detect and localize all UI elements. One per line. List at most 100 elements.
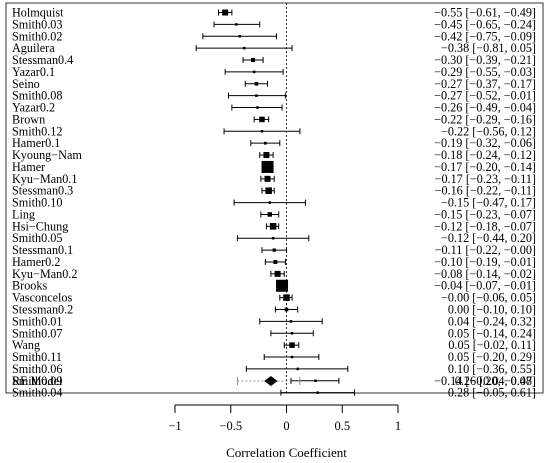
estimate-ci-text: 0.26 [0.04, 0.47] [455, 374, 536, 388]
effect-square [314, 379, 317, 383]
estimate-ci-text: −0.04 [−0.07, −0.01] [434, 279, 536, 293]
estimate-ci-text: −0.29 [−0.55, −0.03] [434, 65, 536, 79]
study-label: Hamer [12, 160, 45, 174]
effect-square [251, 58, 256, 63]
effect-square [283, 294, 290, 301]
study-label: Smith0.06 [12, 362, 62, 376]
summary-row: RE Model −0.14 [−0.20, −0.08] [12, 374, 536, 388]
effect-square [264, 175, 271, 182]
estimate-ci-text: −0.08 [−0.14, −0.02] [434, 267, 536, 281]
study-label: Smith0.04 [12, 386, 62, 400]
effect-square [267, 212, 273, 217]
study-label: Smith0.12 [12, 124, 62, 138]
estimate-ci-text: −0.12 [−0.18, −0.07] [434, 219, 536, 233]
study-label: Kyu−Man0.2 [12, 267, 77, 281]
effect-square [265, 187, 272, 194]
x-axis: −1 −0.5 0 0.5 1 Correlation Coefficient [168, 404, 401, 460]
estimate-ci-text: −0.26 [−0.49, −0.04] [434, 101, 536, 115]
study-label: Kyoung−Nam [12, 148, 82, 162]
study-label: Seino [12, 77, 40, 91]
estimate-ci-text: −0.17 [−0.20, −0.14] [434, 160, 536, 174]
study-label: Smith0.01 [12, 314, 62, 328]
study-label: Brown [12, 112, 45, 126]
study-label: Smith0.11 [12, 350, 62, 364]
effect-square [256, 106, 259, 109]
estimate-ci-text: 0.05 [−0.14, 0.24] [448, 326, 536, 340]
study-label: Smith0.05 [12, 231, 62, 245]
effect-square [238, 35, 241, 38]
study-label: Yazar0.1 [12, 65, 55, 79]
effect-square [289, 342, 295, 348]
effect-square [235, 23, 238, 26]
effect-square [290, 332, 294, 335]
effect-square [289, 320, 293, 323]
effect-square [260, 130, 264, 133]
study-label: Smith0.08 [12, 89, 62, 103]
study-label: Hsi−Chung [12, 219, 68, 233]
effect-square [268, 201, 272, 204]
effect-square [252, 70, 256, 74]
study-label: Yazar0.2 [12, 101, 55, 115]
effect-square [290, 355, 294, 359]
estimate-ci-text: −0.22 [−0.29, −0.16] [434, 112, 536, 126]
estimate-ci-text: −0.38 [−0.81, 0.05] [441, 41, 536, 55]
study-label: Smith0.07 [12, 326, 62, 340]
study-label: Smith0.02 [12, 29, 62, 43]
effect-square [254, 81, 259, 86]
effect-square [284, 307, 289, 312]
summary-label: RE Model [12, 374, 63, 388]
effect-square [222, 9, 229, 16]
estimate-ci-text: −0.15 [−0.23, −0.07] [434, 207, 536, 221]
estimate-ci-text: −0.42 [−0.75, −0.09] [434, 29, 536, 43]
study-label: Smith0.10 [12, 196, 62, 210]
effect-square [255, 94, 258, 97]
study-label: Holmquist [12, 6, 64, 20]
plot-frame [5, 2, 544, 394]
estimate-ci-text: 0.10 [−0.36, 0.55] [448, 362, 536, 376]
estimate-ci-text: −0.10 [−0.19, −0.01] [434, 255, 536, 269]
estimate-ci-text: 0.05 [−0.20, 0.29] [448, 350, 536, 364]
effect-square [259, 116, 265, 123]
estimate-ci-text: −0.19 [−0.32, −0.06] [434, 136, 536, 150]
effect-square [274, 270, 281, 277]
estimate-ci-text: −0.18 [−0.24, −0.12] [434, 148, 536, 162]
estimate-ci-text: 0.28 [−0.05, 0.61] [448, 386, 536, 400]
estimate-ci-text: 0.05 [−0.02, 0.11] [448, 338, 536, 352]
summary-estimate-text: −0.14 [−0.20, −0.08] [434, 374, 536, 388]
effect-square [316, 391, 319, 394]
study-label: Hamer0.1 [12, 136, 60, 150]
x-tick-label: 0 [283, 419, 289, 433]
study-label: Wang [12, 338, 40, 352]
effect-square [263, 152, 270, 159]
effect-square [269, 223, 277, 230]
effect-square [276, 279, 289, 292]
study-label: Ling [12, 207, 35, 221]
study-label: Stessman0.2 [12, 303, 73, 317]
estimate-ci-text: −0.00 [−0.06, 0.05] [441, 291, 536, 305]
study-label: Smith0.03 [12, 17, 62, 31]
x-tick-label: −0.5 [219, 419, 242, 433]
study-label: Kyu−Man0.1 [12, 172, 77, 186]
estimate-ci-text: −0.17 [−0.23, −0.11] [435, 172, 536, 186]
study-label: Hamer0.2 [12, 255, 60, 269]
x-axis-title: Correlation Coefficient [226, 445, 347, 460]
study-rows: Holmquist −0.55 [−0.61, −0.49] Smith0.03 −0… [12, 6, 536, 400]
study-label: Vasconcelos [12, 291, 72, 305]
study-label: Stessman0.4 [12, 53, 73, 67]
effect-square [263, 141, 267, 145]
x-tick-label: −1 [168, 419, 181, 433]
estimate-ci-text: −0.27 [−0.52, −0.01] [434, 89, 536, 103]
effect-square [296, 367, 299, 371]
estimate-ci-text: −0.16 [−0.22, −0.11] [435, 184, 536, 198]
effect-square [242, 46, 246, 50]
study-label: Aguilera [12, 41, 55, 55]
study-label: Stessman0.1 [12, 243, 73, 257]
summary-diamond [264, 376, 278, 386]
estimate-ci-text: −0.55 [−0.61, −0.49] [434, 6, 536, 20]
x-tick-label: 0.5 [334, 419, 350, 433]
x-tick-label: 1 [395, 419, 401, 433]
estimate-ci-text: −0.12 [−0.44, 0.20] [441, 231, 536, 245]
estimate-ci-text: 0.04 [−0.24, 0.32] [448, 314, 536, 328]
effect-square [273, 259, 278, 264]
